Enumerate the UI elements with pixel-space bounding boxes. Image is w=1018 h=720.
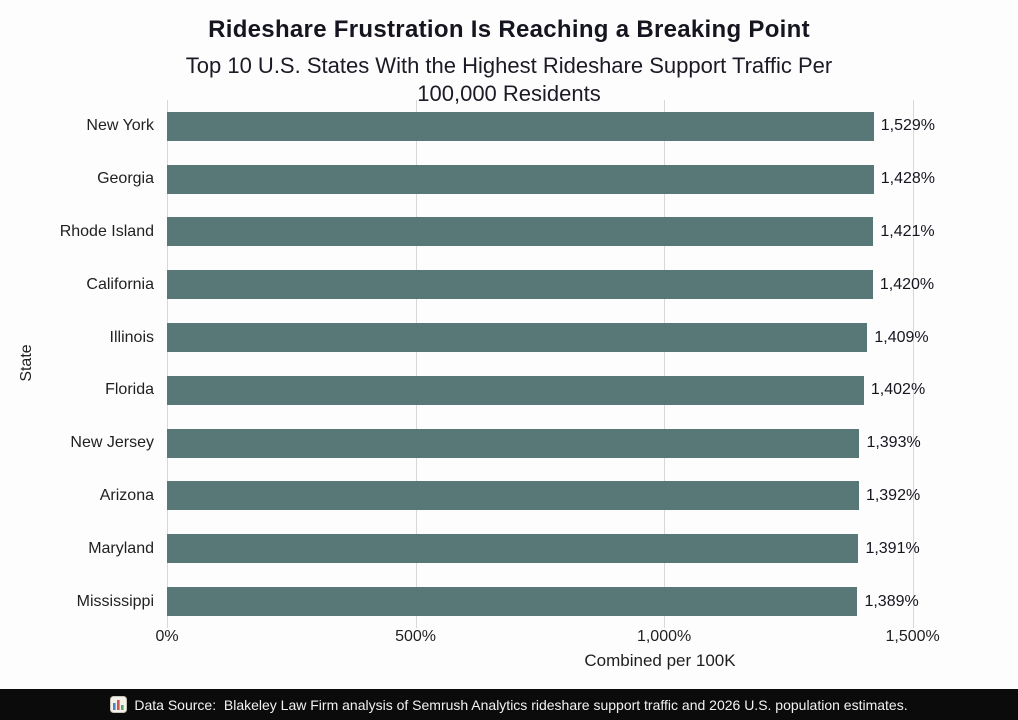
bar-row: California 1,420%: [0, 258, 1018, 311]
bar-row: New Jersey 1,393%: [0, 417, 1018, 470]
value-label: 1,391%: [865, 539, 920, 557]
gridline: [664, 100, 666, 628]
bar: [167, 217, 874, 247]
value-label: 1,393%: [866, 434, 921, 452]
bar-row: Maryland 1,391%: [0, 522, 1018, 575]
bar: [167, 270, 873, 300]
category-label: Florida: [105, 381, 154, 399]
x-tick-label: 1,000%: [636, 628, 692, 645]
category-label: Mississippi: [76, 592, 154, 610]
value-label: 1,389%: [864, 592, 919, 610]
category-label: California: [86, 275, 154, 293]
bar-row: Mississippi 1,389%: [0, 575, 1018, 628]
x-tick-label: 1,500%: [885, 628, 940, 645]
bar-track: 1,402%: [167, 364, 935, 417]
bar-row: Arizona 1,392%: [0, 470, 1018, 523]
x-axis-ticks: 0% 500% 1,000% 1,500%: [155, 628, 939, 648]
bar-track: 1,391%: [167, 522, 935, 575]
value-label: 1,428%: [880, 170, 935, 188]
bar-row: New York 1,529%: [0, 100, 1018, 153]
bar-row: Florida 1,402%: [0, 364, 1018, 417]
bar: [167, 481, 859, 511]
bar: [167, 375, 864, 405]
value-label: 1,421%: [880, 222, 935, 240]
category-label: Maryland: [88, 539, 154, 557]
category-label: Rhode Island: [59, 222, 154, 240]
gridline: [415, 100, 417, 628]
value-label: 1,409%: [874, 328, 929, 346]
chart-title: Rideshare Frustration Is Reaching a Brea…: [208, 16, 810, 43]
bar-chart-icon: [110, 696, 128, 713]
bar-track: 1,428%: [167, 153, 935, 206]
bar-track: 1,409%: [167, 311, 935, 364]
footer-source-bar: Data Source: Blakeley Law Firm analysis …: [0, 689, 1018, 720]
chart-subtitle: Top 10 U.S. States With the Highest Ride…: [185, 53, 833, 106]
category-label: Illinois: [109, 328, 154, 346]
footer-source-text: Data Source: Blakeley Law Firm analysis …: [134, 696, 908, 713]
value-label: 1,392%: [865, 486, 921, 504]
category-label: Georgia: [97, 170, 154, 188]
bar-track: 1,389%: [167, 575, 935, 628]
plot-area: [167, 100, 935, 628]
value-label: 1,402%: [870, 381, 926, 399]
bar-track: 1,393%: [167, 417, 935, 470]
category-label: Arizona: [99, 486, 154, 504]
x-tick-label: 500%: [395, 628, 436, 645]
category-label: New Jersey: [70, 434, 154, 452]
x-tick-label: 0%: [155, 628, 179, 645]
bar-rows: New York 1,529% Georgia 1,428% Rhode Island 1…: [0, 100, 1018, 628]
bar-track: 1,421%: [167, 206, 935, 259]
bar: [167, 587, 858, 617]
bar: [167, 534, 859, 564]
bar: [167, 111, 874, 141]
x-axis-label: Combined per 100K: [584, 651, 736, 670]
gridline: [167, 100, 168, 628]
bar-row: Rhode Island 1,421%: [0, 206, 1018, 259]
bar-track: 1,529%: [167, 100, 935, 153]
bar-track: 1,420%: [167, 258, 935, 311]
bar: [167, 164, 874, 194]
bar: [167, 323, 868, 353]
bar-track: 1,392%: [167, 470, 935, 523]
bar: [167, 428, 860, 458]
gridline: [912, 100, 914, 628]
value-label: 1,529%: [880, 117, 935, 135]
bar-row: Illinois 1,409%: [0, 311, 1018, 364]
value-label: 1,420%: [879, 275, 935, 293]
category-label: New York: [86, 117, 154, 135]
bar-row: Georgia 1,428%: [0, 153, 1018, 206]
